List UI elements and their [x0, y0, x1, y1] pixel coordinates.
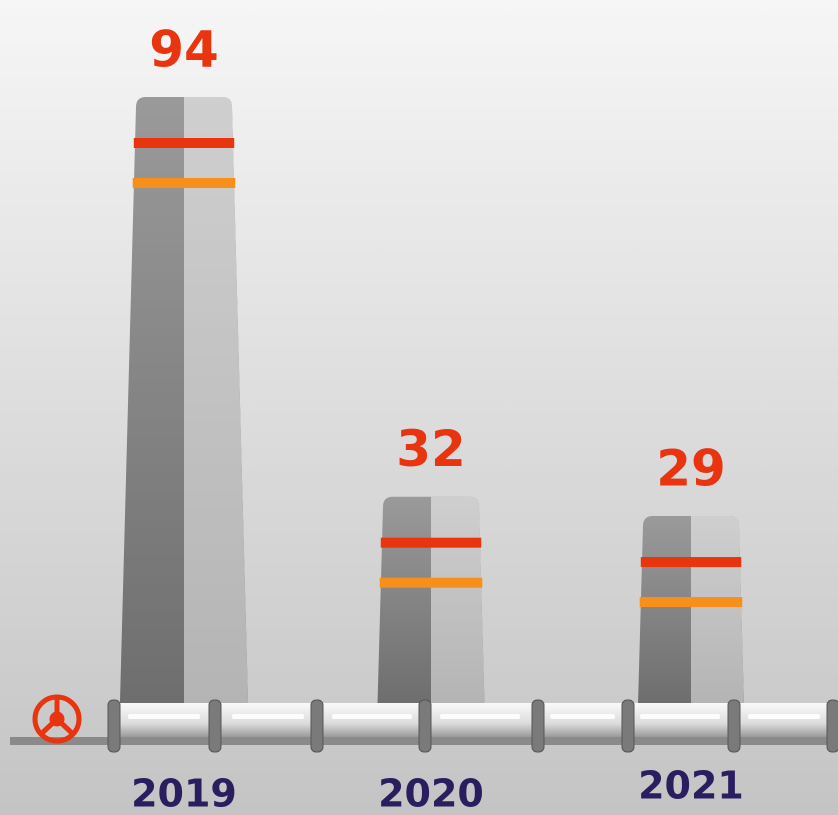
- chimney-stripe: [380, 578, 483, 588]
- chimney-stripe: [134, 138, 234, 148]
- chimney: [638, 516, 744, 703]
- x-tick-label: 2020: [378, 772, 484, 815]
- chimney-highlight: [431, 497, 484, 703]
- chimney-stripe: [641, 557, 741, 567]
- x-tick-label: 2021: [638, 764, 744, 808]
- chimney: [378, 497, 485, 703]
- chimney-highlight: [691, 516, 744, 703]
- chimney-stripe: [640, 597, 743, 607]
- page: {"chart_data": {"type": "bar", "categori…: [0, 0, 838, 815]
- x-tick-label: 2019: [131, 772, 237, 815]
- chimney-stripe: [381, 538, 481, 548]
- chimney: [120, 97, 248, 703]
- chart: 94 2019 32 2020 29 2021: [0, 0, 838, 815]
- value-label: 94: [149, 21, 219, 79]
- value-label: 32: [396, 420, 466, 478]
- chimney-stripe: [133, 178, 236, 188]
- value-label: 29: [656, 440, 726, 498]
- pipe: [10, 697, 838, 752]
